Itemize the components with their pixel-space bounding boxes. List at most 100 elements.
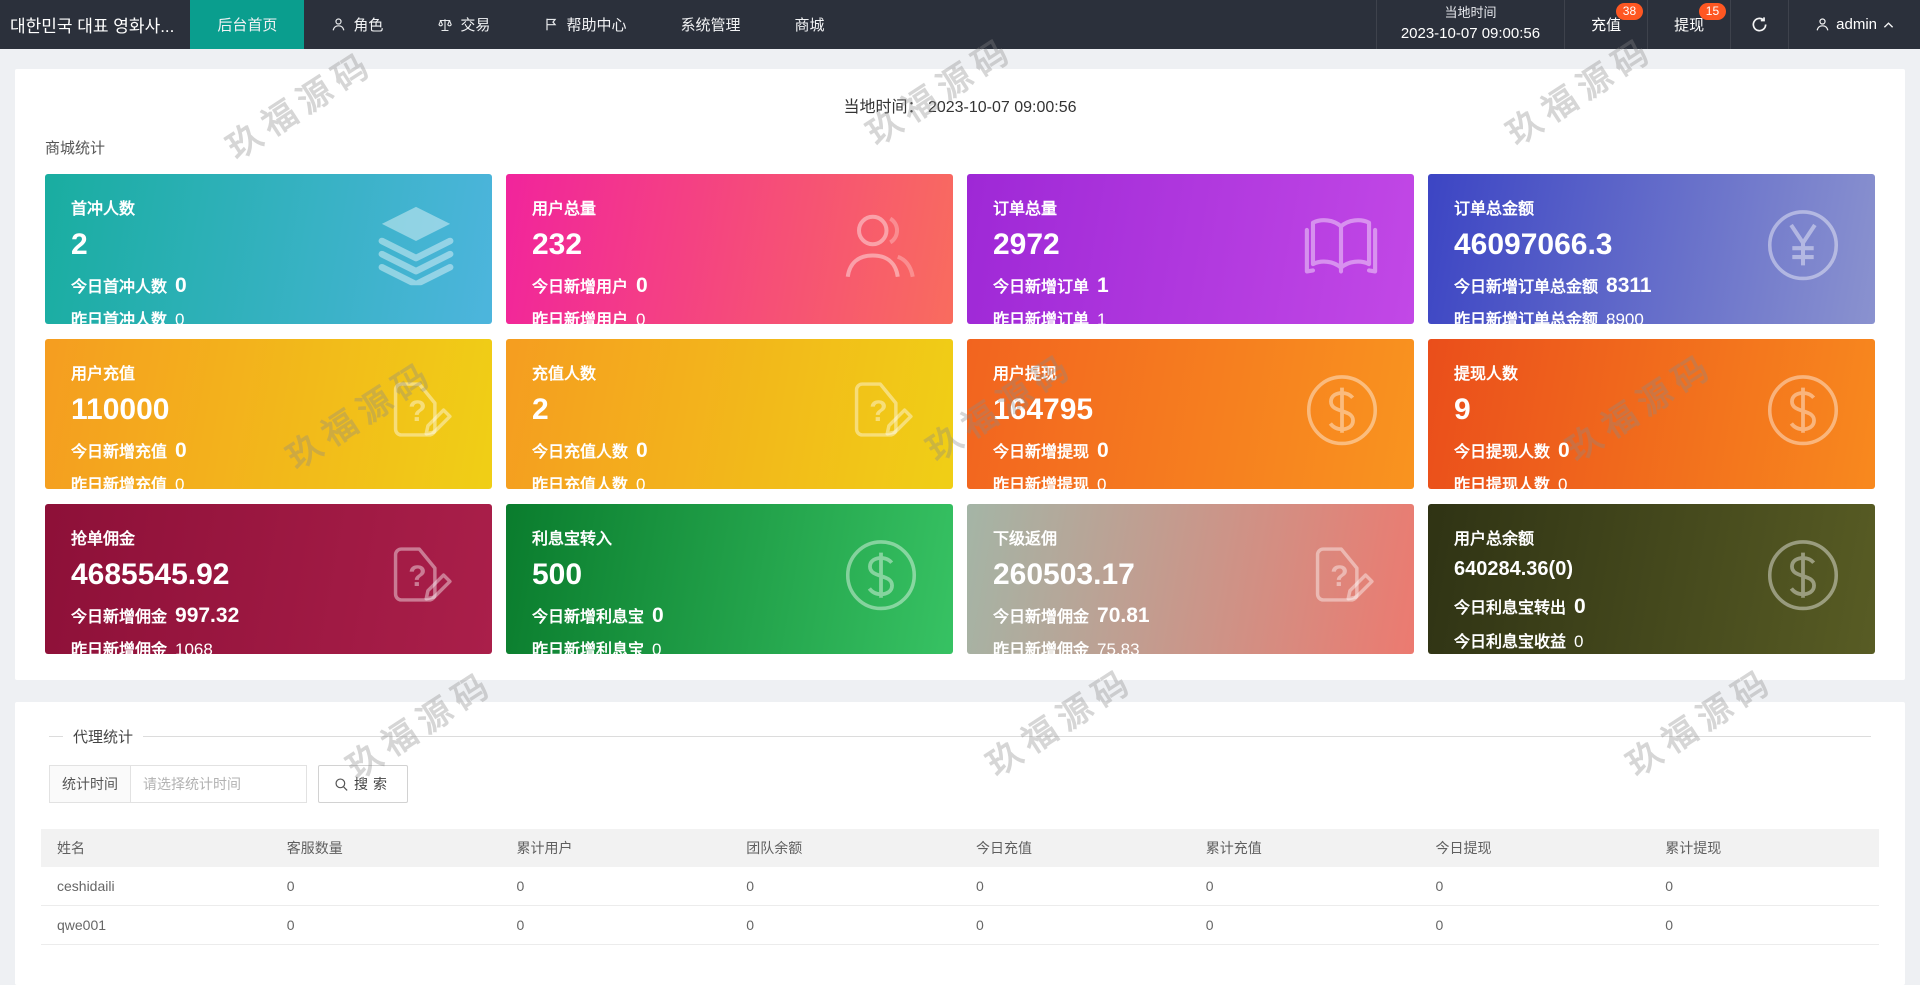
nav-tabs: 后台首页 角色 交易 帮助中心 系统管理 商城 bbox=[190, 0, 851, 49]
stat-card: 提现人数 9 今日提现人数 0 昨日提现人数 0 bbox=[1428, 339, 1875, 489]
card-title: 利息宝转入 bbox=[532, 531, 613, 548]
overview-time-label: 当地时间： bbox=[843, 99, 924, 116]
card-today-line: 今日新增充值 0 bbox=[71, 438, 187, 462]
tab-system[interactable]: 系统管理 bbox=[653, 0, 767, 49]
shop-stats-title: 商城统计 bbox=[45, 140, 106, 157]
svg-text:?: ? bbox=[1330, 560, 1348, 593]
tab-mall[interactable]: 商城 bbox=[767, 0, 851, 49]
table-cell: 0 bbox=[270, 867, 501, 906]
table-cell: 0 bbox=[500, 867, 731, 906]
search-icon bbox=[334, 777, 349, 792]
stat-card: 充值人数 2 今日充值人数 0 昨日充值人数 0? bbox=[506, 339, 953, 489]
column-header: 客服数量 bbox=[270, 829, 501, 867]
search-button[interactable]: 搜索 bbox=[318, 765, 408, 803]
table-cell: 0 bbox=[960, 867, 1190, 906]
stat-card: 用户提现 164795 今日新增提现 0 昨日新增提现 0 bbox=[967, 339, 1414, 489]
card-yesterday-line: 昨日提现人数 0 bbox=[1454, 475, 1568, 489]
agent-table-head: 姓名 客服数量 累计用户 团队余额 今日充值 累计充值 今日提现 累计提现 bbox=[41, 829, 1879, 867]
card-value: 164795 bbox=[993, 393, 1094, 426]
tab-help[interactable]: 帮助中心 bbox=[517, 0, 653, 49]
card-title: 用户提现 bbox=[993, 366, 1058, 383]
table-cell: ceshidaili bbox=[41, 867, 271, 906]
tab-roles[interactable]: 角色 bbox=[304, 0, 410, 49]
svg-text:?: ? bbox=[408, 395, 426, 428]
table-cell: 0 bbox=[1649, 867, 1879, 906]
table-cell: 0 bbox=[1189, 905, 1420, 945]
docedit-icon: ? bbox=[384, 377, 458, 444]
docedit-icon: ? bbox=[845, 377, 919, 444]
column-header: 今日提现 bbox=[1419, 829, 1650, 867]
card-title: 首冲人数 bbox=[71, 201, 136, 218]
table-cell: qwe001 bbox=[41, 905, 271, 945]
card-title: 订单总金额 bbox=[1454, 201, 1535, 218]
table-row: qwe001 0 0 0 0 0 0 0 bbox=[41, 905, 1879, 945]
card-today-line: 今日新增利息宝 0 bbox=[532, 603, 664, 627]
card-title: 下级返佣 bbox=[993, 531, 1058, 548]
layers-icon bbox=[374, 204, 458, 286]
agent-stats-fieldset: 代理统计 bbox=[49, 726, 1871, 747]
scales-icon bbox=[437, 17, 453, 33]
local-time-label: 当地时间 bbox=[1444, 5, 1497, 21]
recharge-label: 充值 bbox=[1591, 17, 1622, 34]
stat-cards-grid: 首冲人数 2 今日首冲人数 0 昨日首冲人数 0 用户总量 232 今日新增用户 0 昨日新增用户 0… bbox=[45, 174, 1875, 654]
table-cell: 0 bbox=[270, 905, 501, 945]
svg-text:?: ? bbox=[869, 395, 887, 428]
flag-icon bbox=[544, 17, 559, 32]
withdraw-badge: 15 bbox=[1698, 3, 1727, 20]
card-value: 4685545.92 bbox=[71, 558, 230, 591]
stat-card: 订单总量 2972 今日新增订单 1 昨日新增订单 1 bbox=[967, 174, 1414, 324]
stat-card: 下级返佣 260503.17 今日新增佣金 70.81 昨日新增佣金 75.83? bbox=[967, 504, 1414, 654]
column-header: 姓名 bbox=[41, 829, 271, 867]
card-title: 提现人数 bbox=[1454, 366, 1519, 383]
card-title: 充值人数 bbox=[532, 366, 597, 383]
navbar-local-time: 当地时间 2023-10-07 09:00:56 bbox=[1375, 0, 1564, 49]
agent-table: 姓名 客服数量 累计用户 团队余额 今日充值 累计充值 今日提现 累计提现 ceshidail… bbox=[41, 829, 1879, 945]
card-value: 640284.36(0) bbox=[1454, 558, 1573, 580]
recharge-button[interactable]: 充值 38 bbox=[1564, 0, 1647, 49]
tab-trade[interactable]: 交易 bbox=[410, 0, 517, 49]
stat-time-input[interactable] bbox=[131, 765, 307, 803]
card-title: 用户充值 bbox=[71, 366, 136, 383]
card-title: 抢单佣金 bbox=[71, 531, 136, 548]
yen-icon bbox=[1765, 207, 1841, 283]
card-value: 232 bbox=[532, 228, 583, 261]
card-yesterday-line: 昨日首冲人数 0 bbox=[71, 310, 185, 324]
card-value: 260503.17 bbox=[993, 558, 1135, 591]
docedit-icon: ? bbox=[1306, 542, 1380, 609]
withdraw-button[interactable]: 提现 15 bbox=[1647, 0, 1730, 49]
docedit-icon: ? bbox=[384, 542, 458, 609]
recharge-badge: 38 bbox=[1615, 3, 1644, 20]
card-yesterday-line: 昨日新增佣金 1068 bbox=[71, 640, 213, 654]
user-menu[interactable]: admin bbox=[1788, 0, 1920, 49]
stat-card: 利息宝转入 500 今日新增利息宝 0 昨日新增利息宝 0 bbox=[506, 504, 953, 654]
card-today-line: 今日新增提现 0 bbox=[993, 438, 1109, 462]
username: admin bbox=[1836, 16, 1877, 33]
stat-card: 用户总余额 640284.36(0) 今日利息宝转出 0 今日利息宝收益 0 bbox=[1428, 504, 1875, 654]
card-yesterday-line: 昨日新增订单总金额 8900 bbox=[1454, 310, 1644, 324]
card-value: 2 bbox=[71, 228, 88, 261]
overview-time-value: 2023-10-07 09:00:56 bbox=[927, 99, 1077, 116]
stat-time-label: 统计时间 bbox=[49, 765, 131, 803]
table-cell: 0 bbox=[730, 867, 960, 906]
table-cell: 0 bbox=[1189, 867, 1420, 906]
card-value: 2 bbox=[532, 393, 549, 426]
dollar-icon bbox=[1765, 537, 1841, 613]
tab-label: 交易 bbox=[460, 17, 491, 34]
card-yesterday-line: 昨日新增订单 1 bbox=[993, 310, 1107, 324]
card-title: 订单总量 bbox=[993, 201, 1058, 218]
card-yesterday-line: 昨日新增用户 0 bbox=[532, 310, 646, 324]
card-yesterday-line: 昨日新增佣金 75.83 bbox=[993, 640, 1140, 654]
withdraw-label: 提现 bbox=[1674, 17, 1705, 34]
local-time-row: 当地时间： 2023-10-07 09:00:56 bbox=[45, 85, 1875, 137]
navbar-right: 当地时间 2023-10-07 09:00:56 充值 38 提现 15 adm… bbox=[1375, 0, 1920, 49]
tab-home[interactable]: 后台首页 bbox=[190, 0, 305, 49]
book-icon bbox=[1302, 214, 1380, 277]
top-navbar: 대한민국 대표 영화사... 后台首页 角色 交易 帮助中心 系统管理 商城 当地时间 2… bbox=[0, 0, 1920, 49]
user-icon bbox=[331, 17, 346, 32]
refresh-button[interactable] bbox=[1730, 0, 1788, 49]
brand-title: 대한민국 대표 영화사... bbox=[10, 17, 175, 36]
stat-card: 用户充值 110000 今日新增充值 0 昨日新增充值 0? bbox=[45, 339, 492, 489]
agent-stats-title: 代理统计 bbox=[73, 729, 134, 746]
card-today-line: 今日利息宝转出 0 bbox=[1454, 595, 1586, 618]
search-button-label: 搜索 bbox=[354, 776, 392, 792]
